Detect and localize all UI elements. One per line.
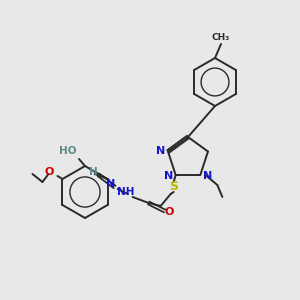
Text: N: N <box>164 171 173 181</box>
Text: NH: NH <box>117 187 134 197</box>
Text: CH₃: CH₃ <box>212 32 230 41</box>
Text: HO: HO <box>59 146 77 156</box>
Text: N: N <box>156 146 166 155</box>
Text: O: O <box>45 167 54 177</box>
Text: S: S <box>169 181 178 194</box>
Text: O: O <box>165 207 174 217</box>
Text: N: N <box>203 171 212 181</box>
Text: N: N <box>106 179 115 189</box>
Text: H: H <box>89 167 98 177</box>
